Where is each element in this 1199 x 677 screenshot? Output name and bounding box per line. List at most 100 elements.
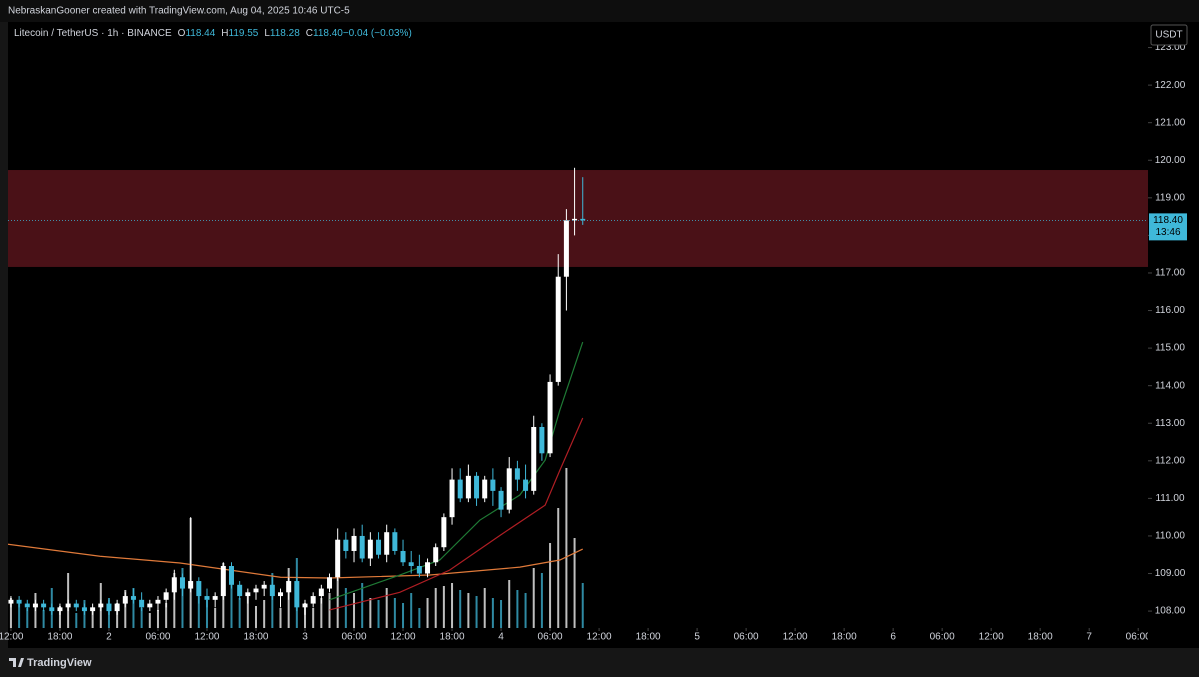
volume-bar: [565, 468, 568, 628]
candle-body: [449, 479, 455, 518]
x-tick-label: 06:00: [538, 632, 563, 643]
volume-bar: [369, 598, 372, 628]
volume-bar: [540, 573, 543, 628]
candle-body: [155, 599, 161, 604]
x-tick-label: 06:00: [342, 632, 367, 643]
candle-body: [400, 550, 406, 563]
candle-body: [228, 566, 234, 585]
candle-body: [286, 581, 292, 593]
x-tick-label: 06:00: [734, 632, 759, 643]
candle-body: [555, 276, 561, 382]
candle-body: [343, 539, 349, 551]
candle-body: [212, 596, 218, 600]
candle-body: [278, 592, 284, 597]
candle-body: [327, 577, 333, 589]
x-tick-label: 18:00: [1028, 632, 1053, 643]
last-price-label: 118.40: [1153, 215, 1183, 226]
volume-bar: [148, 613, 151, 628]
volume-bar: [91, 608, 94, 628]
volume-bar: [156, 610, 159, 628]
candle-body: [237, 584, 243, 597]
top-bar: [0, 0, 1199, 22]
candle-body: [351, 535, 357, 551]
y-tick-label: 113.00: [1155, 418, 1185, 429]
volume-bar: [165, 603, 168, 628]
volume-bar: [320, 598, 323, 628]
volume-bar: [328, 593, 331, 628]
candle-body: [498, 490, 504, 510]
candle-body: [425, 562, 431, 574]
candle-body: [179, 577, 185, 589]
volume-bar: [573, 538, 576, 628]
volume-bar: [434, 588, 437, 628]
volume-bar: [238, 598, 241, 628]
candle-body: [220, 566, 226, 597]
candle-body: [367, 539, 373, 559]
x-tick-label: 12:00: [979, 632, 1004, 643]
legend-key: O: [178, 28, 186, 39]
candle-body: [24, 603, 30, 608]
candle-body: [482, 479, 488, 499]
volume-bar: [410, 593, 413, 628]
y-tick-label: 119.00: [1155, 192, 1185, 203]
volume-bar: [491, 598, 494, 628]
symbol-header: Litecoin / TetherUS · 1h · BINANCE O118.4…: [14, 28, 412, 39]
volume-bar: [58, 606, 61, 628]
volume-bar: [42, 610, 45, 628]
candle-body: [253, 588, 259, 593]
candle-body: [514, 468, 520, 480]
volume-bar: [402, 603, 405, 628]
x-tick-label: 12:00: [0, 632, 24, 643]
candle-body: [335, 539, 341, 578]
y-tick-label: 114.00: [1155, 380, 1185, 391]
candle-body: [130, 596, 136, 600]
legend-key: C: [306, 28, 313, 39]
y-tick-label: 116.00: [1155, 305, 1185, 316]
candle-body: [90, 607, 96, 612]
candle-body: [163, 592, 169, 600]
y-tick-label: 111.00: [1155, 493, 1185, 504]
candle-body: [49, 607, 55, 612]
volume-bar: [385, 588, 388, 628]
footer: TradingView: [0, 648, 1199, 677]
logo: [9, 658, 24, 667]
axis-layer: 108.00 109.00 110.00 111.00 112.00 113.00 114.…: [1148, 42, 1187, 617]
currency[interactable]: USDT: [1155, 30, 1182, 41]
candle-body: [465, 475, 471, 499]
x-tick-label: 18:00: [832, 632, 857, 643]
candle-body: [122, 596, 128, 604]
volume-bar: [467, 593, 470, 628]
legend-key: L: [264, 28, 270, 39]
candle-body: [41, 603, 47, 608]
x-tick-label: 12:00: [194, 632, 219, 643]
legend-value: 119.55: [229, 28, 259, 39]
x-tick-label: 12:00: [391, 632, 416, 643]
candle-body: [547, 381, 553, 454]
legend-value: 118.28: [270, 28, 300, 39]
volume-bar: [508, 580, 511, 628]
symbol: Litecoin / TetherUS · 1h · BINANCE: [14, 28, 172, 39]
y-tick-label: 109.00: [1155, 568, 1186, 579]
footer-bar: [0, 648, 1199, 677]
x-tick-label: 18:00: [243, 632, 268, 643]
legend-value: 118.44: [185, 28, 215, 39]
x-tick-label: 2: [106, 632, 112, 643]
candle-body: [416, 566, 422, 574]
x-tick-label: 06:00: [145, 632, 170, 643]
resistance-zone: [8, 170, 1148, 267]
candle-body: [196, 581, 202, 597]
volume-bar: [475, 596, 478, 628]
volume-bar: [304, 603, 307, 628]
candle-body: [506, 468, 512, 510]
candle-body: [245, 592, 251, 597]
candle-body: [433, 547, 439, 563]
volume-bar: [426, 598, 429, 628]
currency-box[interactable]: [1150, 24, 1188, 46]
candle-body: [441, 517, 447, 548]
candle-body: [310, 596, 316, 604]
x-tick-label: 06:00: [930, 632, 955, 643]
volume-bar: [271, 573, 274, 628]
legend-value: 118.40: [313, 28, 343, 39]
candle-body: [261, 584, 267, 589]
